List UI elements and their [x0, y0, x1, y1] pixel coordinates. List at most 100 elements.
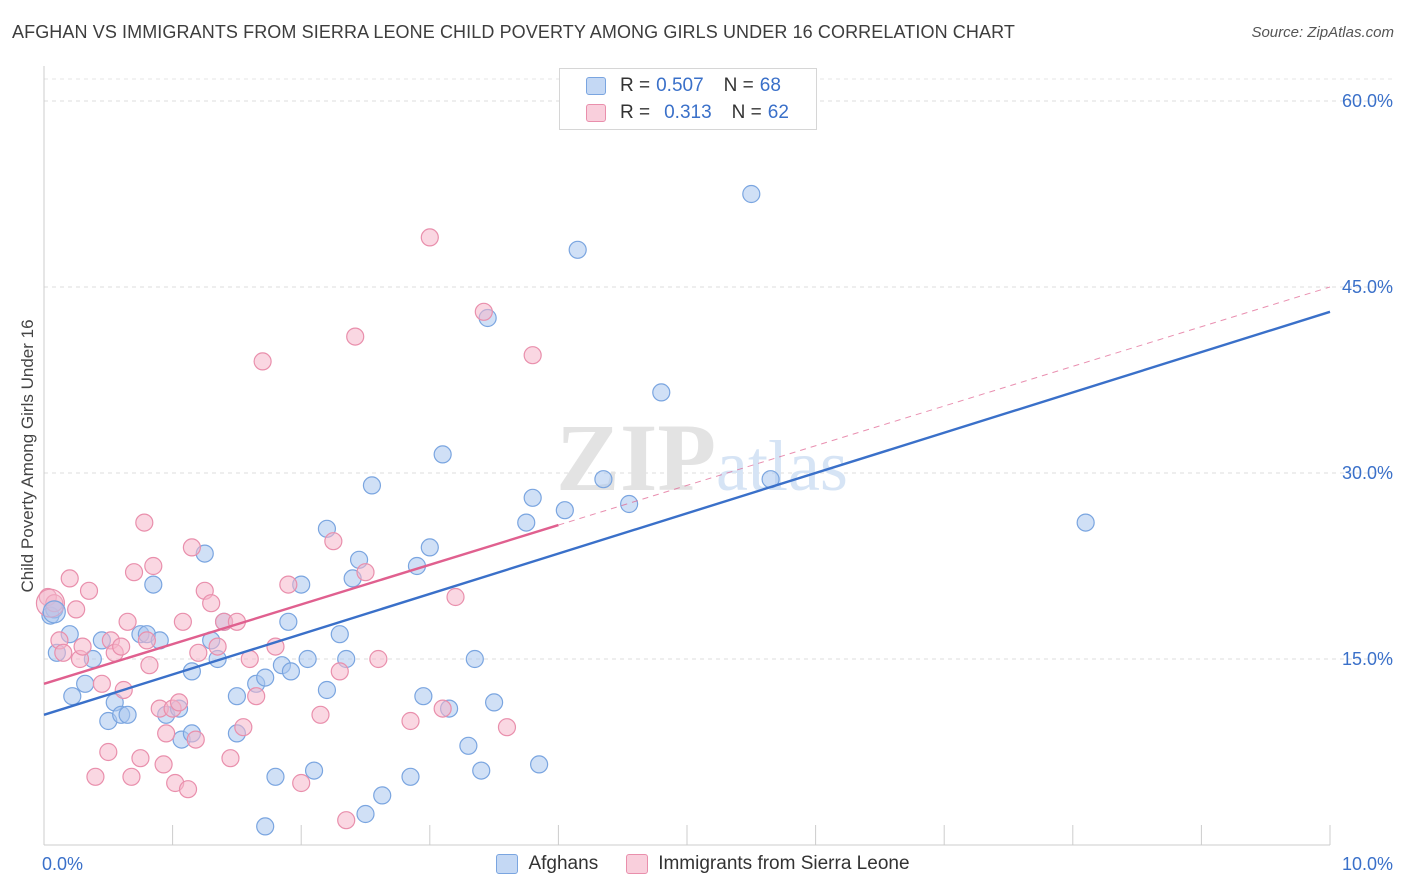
point-sierra-leone — [337, 811, 356, 830]
point-sierra-leone — [446, 587, 465, 607]
n-label: N = — [723, 75, 754, 96]
trend-line-afghans — [43, 310, 1331, 716]
point-afghans — [459, 736, 478, 755]
trend-line-sierra-leone — [43, 523, 559, 685]
y-tick-label: 30.0% — [1342, 463, 1393, 483]
n-label: N = — [731, 102, 762, 123]
point-sierra-leone — [60, 569, 79, 588]
point-sierra-leone — [173, 612, 192, 631]
point-afghans — [42, 600, 66, 624]
point-afghans — [373, 786, 392, 805]
point-afghans — [118, 705, 137, 724]
source-credit: Source: ZipAtlas.com — [1251, 24, 1394, 41]
point-afghans — [256, 817, 275, 836]
point-sierra-leone — [73, 637, 92, 656]
point-afghans — [256, 668, 275, 687]
point-sierra-leone — [182, 538, 201, 557]
point-afghans — [1076, 513, 1095, 532]
point-sierra-leone — [330, 662, 349, 681]
point-sierra-leone — [154, 755, 173, 774]
point-sierra-leone — [433, 699, 452, 718]
point-sierra-leone — [122, 767, 141, 786]
point-sierra-leone — [92, 674, 111, 693]
point-sierra-leone — [346, 327, 365, 346]
trend-lines — [43, 286, 1331, 716]
point-afghans — [362, 476, 382, 495]
point-afghans — [63, 687, 82, 706]
axes — [43, 66, 1331, 846]
legend-label: Afghans — [528, 853, 599, 874]
point-sierra-leone — [221, 749, 240, 768]
point-sierra-leone — [202, 594, 221, 613]
point-sierra-leone — [189, 643, 208, 662]
legend-swatch-pink — [626, 854, 649, 874]
point-sierra-leone — [523, 346, 542, 365]
point-sierra-leone — [253, 352, 272, 371]
trend-extension-sierra-leone — [558, 286, 1331, 526]
legend-row-sierra-leone: R = 0.313 N = 62 — [586, 100, 789, 126]
point-afghans — [304, 761, 324, 780]
point-afghans — [568, 240, 587, 259]
point-afghans — [298, 649, 317, 669]
r-label: R = — [620, 102, 651, 123]
legend-row-afghans: R = 0.507 N = 68 — [586, 73, 781, 99]
point-sierra-leone — [140, 656, 159, 675]
point-sierra-leone — [208, 637, 227, 656]
n-value: 62 — [767, 102, 789, 123]
point-sierra-leone — [186, 730, 205, 749]
point-afghans — [401, 767, 420, 786]
point-sierra-leone — [67, 600, 86, 619]
y-tick-label: 60.0% — [1342, 91, 1393, 111]
correlation-legend: R = 0.507 N = 68 R = 0.313 N = 62 — [559, 68, 817, 130]
watermark-atlas: atlas — [716, 426, 848, 506]
legend-item-afghans: Afghans — [496, 853, 598, 875]
chart-title: AFGHAN VS IMMIGRANTS FROM SIERRA LEONE C… — [12, 22, 1015, 42]
point-afghans — [555, 501, 574, 520]
point-afghans — [279, 612, 298, 631]
watermark-zip: ZIP — [556, 404, 716, 511]
point-sierra-leone — [144, 556, 163, 576]
legend-swatch-pink — [586, 104, 606, 122]
x-tick-label: 0.0% — [42, 854, 83, 874]
legend-swatch-blue — [586, 77, 606, 95]
point-afghans — [330, 625, 349, 644]
point-afghans — [485, 693, 504, 712]
point-afghans — [594, 470, 613, 489]
point-sierra-leone — [497, 718, 517, 737]
series-legend: Afghans Immigrants from Sierra Leone — [0, 850, 1406, 878]
point-sierra-leone — [234, 718, 253, 737]
x-tick-label: 10.0% — [1342, 854, 1393, 874]
point-afghans — [414, 687, 433, 706]
point-sierra-leone — [369, 649, 388, 669]
legend-swatch-blue — [496, 854, 519, 874]
y-tick-label: 15.0% — [1342, 649, 1393, 669]
point-sierra-leone — [474, 302, 493, 321]
point-afghans — [620, 494, 639, 514]
point-sierra-leone — [99, 742, 118, 762]
point-sierra-leone — [247, 687, 266, 706]
point-sierra-leone — [324, 532, 343, 551]
point-afghans — [523, 488, 542, 507]
point-afghans — [281, 662, 301, 681]
point-sierra-leone — [112, 637, 131, 656]
point-sierra-leone — [401, 711, 420, 731]
point-afghans — [144, 575, 163, 594]
point-sierra-leone — [157, 724, 176, 743]
point-sierra-leone — [292, 773, 311, 793]
point-sierra-leone — [135, 513, 154, 532]
legend-label: Immigrants from Sierra Leone — [658, 853, 910, 874]
point-afghans — [433, 445, 452, 464]
n-value: 68 — [759, 75, 781, 96]
point-afghans — [742, 184, 761, 204]
point-afghans — [530, 755, 549, 774]
point-afghans — [356, 804, 375, 824]
point-sierra-leone — [356, 563, 375, 582]
point-sierra-leone — [79, 581, 99, 600]
point-sierra-leone — [420, 228, 439, 247]
tick-labels: 15.0% 30.0% 45.0% 60.0% 0.0% 10.0% — [42, 91, 1393, 874]
point-afghans — [517, 513, 536, 532]
y-tick-label: 45.0% — [1342, 277, 1393, 297]
point-sierra-leone — [279, 575, 298, 594]
point-afghans — [652, 383, 671, 402]
